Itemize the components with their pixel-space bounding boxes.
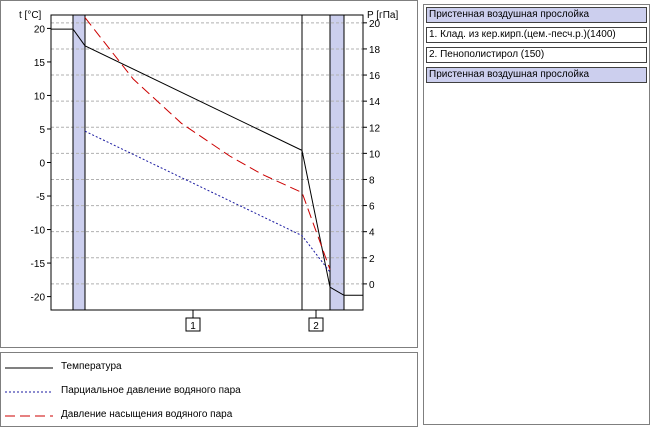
right-axis-label: P [гПа]	[367, 10, 398, 21]
legend-label: Давление насыщения водяного пара	[61, 409, 233, 420]
right-axis-tick-label: 8	[369, 175, 375, 186]
right-axis-tick-label: 16	[369, 71, 381, 82]
left-axis-tick-label: 20	[34, 24, 46, 35]
plot-frame	[50, 14, 364, 311]
air-layer-zone-outer	[330, 15, 344, 310]
left-axis-tick-label: 10	[34, 91, 46, 102]
legend-label: Парциальное давление водяного пара	[61, 385, 241, 396]
series-line	[51, 28, 363, 296]
right-axis-tick-label: 0	[369, 280, 375, 291]
right-axis-tick-label: 10	[369, 149, 381, 160]
series-line	[84, 17, 331, 270]
right-axis-tick-label: 4	[369, 228, 375, 239]
right-axis-tick-label: 12	[369, 123, 381, 134]
legend-swatch-dashed	[5, 415, 53, 417]
left-axis-tick-label: -20	[31, 293, 46, 304]
legend-swatch-solid	[5, 367, 53, 369]
layer-marker-label: 1	[190, 321, 196, 332]
layer-label: Пристенная воздушная прослойка	[429, 9, 590, 20]
layer-label: Пристенная воздушная прослойка	[429, 69, 590, 80]
right-axis-tick-label: 14	[369, 97, 381, 108]
series-line	[84, 130, 331, 273]
layer-item-air-inner[interactable]: Пристенная воздушная прослойка	[426, 7, 647, 23]
right-axis-tick-label: 20	[369, 19, 381, 30]
legend-swatch-dotted	[5, 391, 53, 393]
right-axis-tick-label: 6	[369, 202, 375, 213]
layer-marker-label: 2	[313, 321, 319, 332]
left-axis-label: t [°C]	[19, 10, 42, 21]
air-layer-zone-inner	[73, 15, 85, 310]
legend-item-temperature: Температура	[1, 358, 401, 378]
layer-label: 1. Клад. из кер.кирп.(цем.-песч.р.)(1400…	[429, 29, 616, 40]
legend-item-partial-pressure: Парциальное давление водяного пара	[1, 382, 401, 402]
left-axis-tick-label: -5	[36, 192, 45, 203]
layer-item-air-outer[interactable]: Пристенная воздушная прослойка	[426, 67, 647, 83]
right-axis-tick-label: 2	[369, 254, 375, 265]
left-axis-tick-label: -10	[31, 226, 46, 237]
layers-list-panel: Пристенная воздушная прослойка 1. Клад. …	[423, 4, 650, 425]
legend-panel: Температура Парциальное давление водяног…	[0, 352, 418, 427]
legend-item-saturation-pressure: Давление насыщения водяного пара	[1, 406, 401, 426]
left-axis-tick-label: -15	[31, 259, 46, 270]
left-axis-tick-label: 0	[39, 159, 45, 170]
legend-label: Температура	[61, 361, 122, 372]
layer-item-brick[interactable]: 1. Клад. из кер.кирп.(цем.-песч.р.)(1400…	[426, 27, 647, 43]
layer-item-polystyrene[interactable]: 2. Пенополистирол (150)	[426, 47, 647, 63]
left-axis-tick-label: 5	[39, 125, 45, 136]
left-axis-tick-label: 15	[34, 58, 46, 69]
layer-label: 2. Пенополистирол (150)	[429, 49, 545, 60]
chart-panel: 20 15 10 5 0 -5 -10 -15 -20 20 18 16 14 12 10 8 6 4 2 0 t [°…	[0, 0, 418, 348]
layer-marker-box	[185, 317, 201, 332]
right-axis-tick-label: 18	[369, 45, 381, 56]
layer-marker-box	[308, 317, 324, 332]
